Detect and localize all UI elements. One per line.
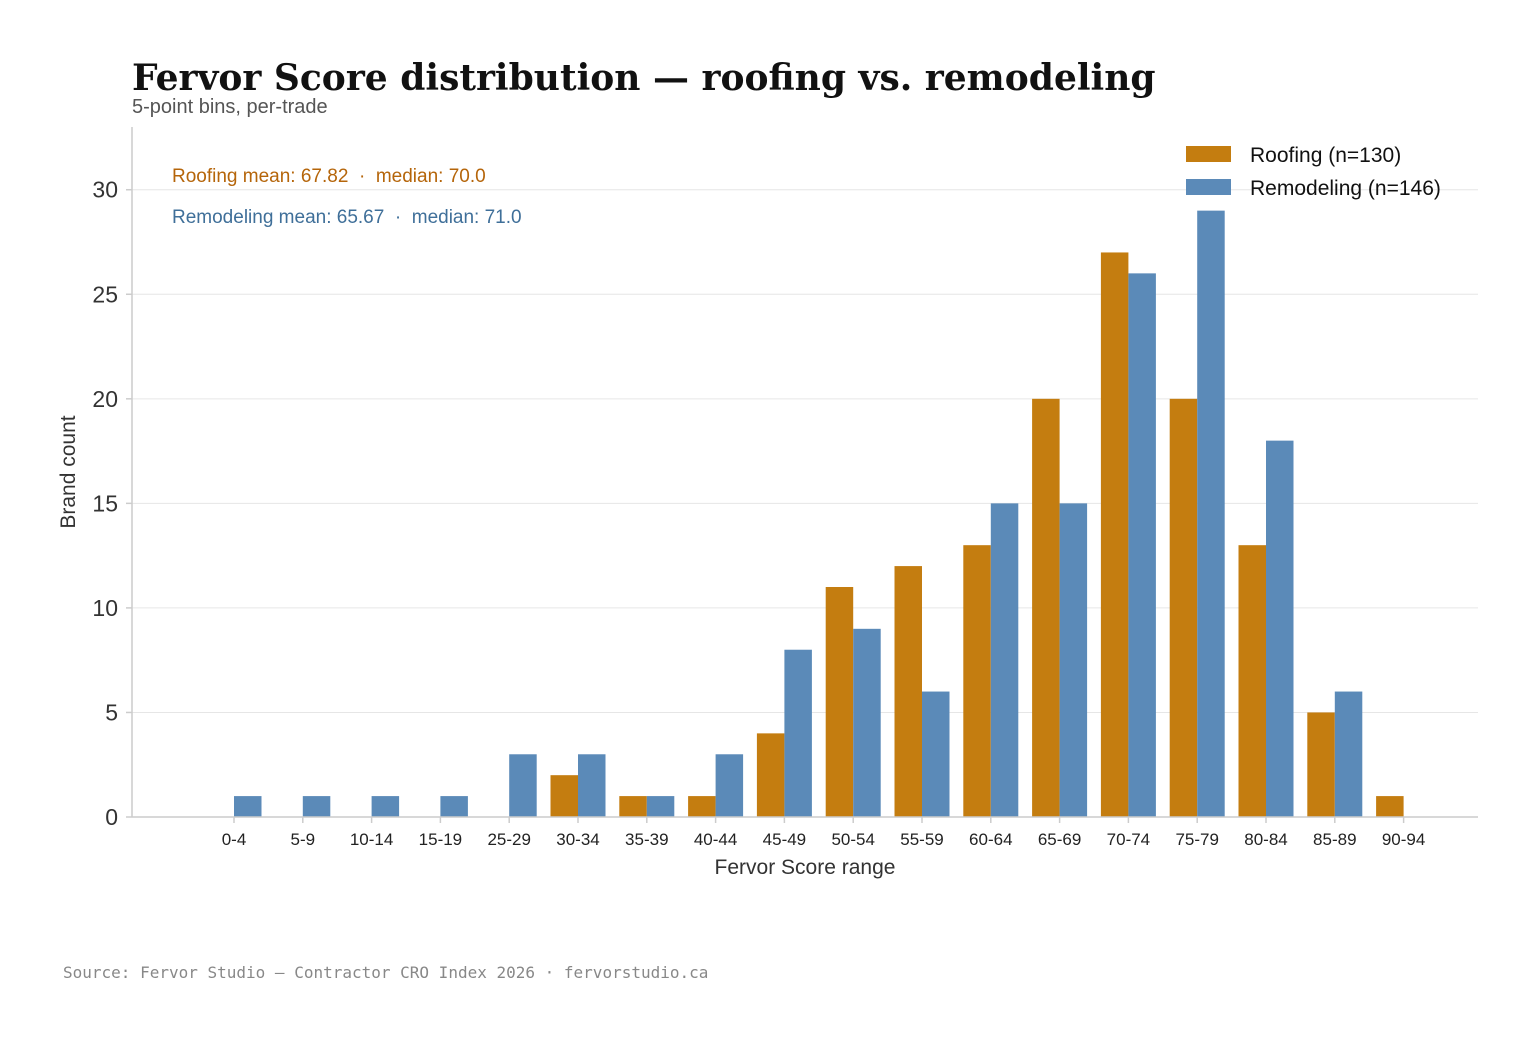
x-tick-label-10-14: 10-14	[350, 830, 393, 849]
x-axis-label: Fervor Score range	[715, 856, 896, 879]
x-ticks: 0-4 5-9 10-14 15-19 25-29 30-34 35-39 40-44 45-4…	[222, 817, 1425, 849]
x-tick-label-70-74: 70-74	[1107, 830, 1150, 849]
bar-roofing-90-94	[1376, 796, 1404, 817]
bar-roofing-30-34	[550, 775, 578, 817]
y-tick-label-25: 25	[92, 281, 118, 307]
y-tick-label-5: 5	[105, 699, 118, 725]
legend-label-roofing: Roofing (n=130)	[1250, 144, 1401, 167]
bar-remodeling-25-29	[509, 754, 537, 817]
source-footer: Source: Fervor Studio — Contractor CRO I…	[63, 963, 708, 982]
bar-remodeling-75-79	[1197, 210, 1225, 818]
x-tick-label-5-9: 5-9	[291, 830, 316, 849]
roofing-stats-annotation: Roofing mean: 67.82 · median: 70.0	[172, 166, 486, 187]
bar-roofing-40-44	[688, 796, 716, 817]
bar-roofing-55-59	[894, 566, 922, 817]
y-tick-label-20: 20	[92, 386, 118, 412]
x-tick-label-40-44: 40-44	[694, 830, 737, 849]
chart-title: Fervor Score distribution — roofing vs. …	[132, 57, 1156, 99]
x-tick-label-0-4: 0-4	[222, 830, 247, 849]
bar-remodeling-60-64	[990, 503, 1019, 817]
bar-remodeling-35-39	[646, 796, 675, 817]
bar-remodeling-70-74	[1128, 273, 1156, 817]
x-tick-label-30-34: 30-34	[556, 830, 599, 849]
y-tick-label-30: 30	[92, 177, 118, 203]
x-tick-label-55-59: 55-59	[900, 830, 943, 849]
legend: Roofing (n=130) Remodeling (n=146)	[1186, 144, 1441, 200]
x-tick-label-35-39: 35-39	[625, 830, 668, 849]
bar-roofing-80-84	[1238, 545, 1266, 817]
bar-remodeling-50-54	[853, 628, 881, 817]
y-tick-label-15: 15	[92, 490, 118, 516]
bar-roofing-35-39	[619, 796, 647, 817]
bars	[234, 210, 1404, 818]
bar-remodeling-55-59	[922, 691, 950, 817]
bar-roofing-65-69	[1032, 398, 1060, 817]
legend-swatch-roofing	[1186, 146, 1231, 162]
y-axis-label: Brand count	[57, 415, 80, 528]
bar-remodeling-5-9	[302, 796, 331, 817]
x-tick-label-15-19: 15-19	[419, 830, 462, 849]
bar-remodeling-0-4	[234, 796, 262, 817]
y-tick-label-0: 0	[105, 804, 118, 830]
bar-roofing-75-79	[1169, 398, 1198, 817]
bar-roofing-85-89	[1307, 712, 1335, 817]
x-tick-label-80-84: 80-84	[1244, 830, 1287, 849]
bar-remodeling-30-34	[578, 754, 606, 817]
bar-remodeling-45-49	[784, 649, 812, 817]
remodeling-stats-annotation: Remodeling mean: 65.67 · median: 71.0	[172, 207, 522, 228]
bar-remodeling-65-69	[1059, 503, 1088, 817]
x-tick-label-50-54: 50-54	[831, 830, 874, 849]
bar-roofing-60-64	[963, 545, 991, 817]
x-tick-label-60-64: 60-64	[969, 830, 1012, 849]
bar-remodeling-10-14	[371, 796, 400, 817]
y-tick-label-10: 10	[92, 595, 118, 621]
y-ticks: 0 5 10 15 20 25 30	[92, 177, 132, 830]
x-tick-label-75-79: 75-79	[1175, 830, 1218, 849]
bar-remodeling-80-84	[1266, 440, 1294, 817]
x-tick-label-85-89: 85-89	[1313, 830, 1356, 849]
x-tick-label-45-49: 45-49	[763, 830, 806, 849]
bar-roofing-70-74	[1100, 252, 1129, 818]
bar-roofing-45-49	[756, 733, 785, 817]
chart-subtitle: 5-point bins, per-trade	[132, 96, 328, 118]
x-tick-label-65-69: 65-69	[1038, 830, 1081, 849]
bar-remodeling-85-89	[1334, 691, 1363, 817]
legend-label-remodeling: Remodeling (n=146)	[1250, 177, 1441, 200]
bar-roofing-50-54	[825, 587, 854, 817]
legend-swatch-remodeling	[1186, 179, 1231, 195]
bar-remodeling-40-44	[715, 754, 744, 817]
x-tick-label-90-94: 90-94	[1382, 830, 1425, 849]
x-tick-label-25-29: 25-29	[487, 830, 530, 849]
bar-remodeling-15-19	[440, 796, 468, 817]
